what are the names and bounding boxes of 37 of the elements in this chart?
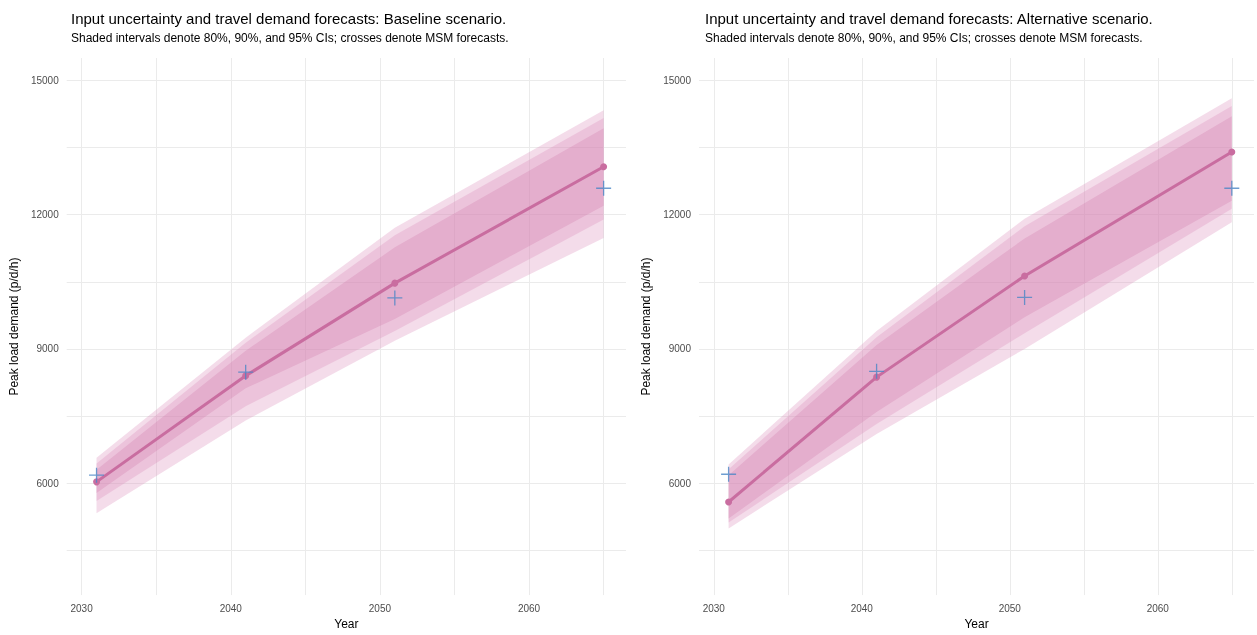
x-tick-label: 2060	[517, 602, 541, 614]
y-axis-title: Peak load demand (p/d/h)	[7, 257, 21, 396]
y-tick-label: 6000	[36, 477, 60, 489]
y-tick-label: 6000	[668, 477, 692, 489]
point	[720, 466, 737, 483]
x-tick-label: 2040	[219, 602, 243, 614]
point	[1228, 148, 1236, 156]
x-tick-label: 2040	[850, 602, 874, 614]
chart-subtitle: Shaded intervals denote 80%, 90%, and 95% CIs; crosses denote MSM forecasts.	[71, 31, 509, 45]
x-tick-label: 2050	[368, 602, 392, 614]
point	[1021, 272, 1029, 280]
point	[237, 364, 254, 381]
x-tick-label: 2050	[998, 602, 1022, 614]
x-axis-title: Year	[964, 617, 989, 631]
y-tick-label: 9000	[668, 343, 692, 355]
y-tick-label: 12000	[30, 209, 60, 221]
point	[1223, 180, 1240, 197]
point	[725, 498, 733, 506]
chart-title: Input uncertainty and travel demand forecasts: Alternative scenario.	[705, 10, 1153, 27]
x-tick-label: 2060	[1146, 602, 1170, 614]
x-tick-label: 2030	[70, 602, 94, 614]
x-tick-label: 2030	[702, 602, 726, 614]
y-tick-label: 12000	[663, 209, 692, 221]
y-tick-label: 9000	[36, 343, 60, 355]
chart-title: Input uncertainty and travel demand forecasts: Baseline scenario.	[71, 10, 507, 27]
point	[600, 163, 608, 171]
point	[386, 289, 403, 307]
point	[88, 467, 105, 484]
point	[1016, 289, 1033, 306]
y-tick-label: 15000	[30, 74, 60, 86]
x-axis-title: Year	[334, 617, 359, 631]
point	[868, 363, 885, 380]
y-tick-label: 15000	[663, 74, 692, 86]
point	[595, 180, 612, 197]
y-axis-title: Peak load demand (p/d/h)	[639, 257, 654, 396]
point	[391, 279, 399, 287]
chart-subtitle: Shaded intervals denote 80%, 90%, and 95% CIs; crosses denote MSM forecasts.	[705, 31, 1143, 45]
